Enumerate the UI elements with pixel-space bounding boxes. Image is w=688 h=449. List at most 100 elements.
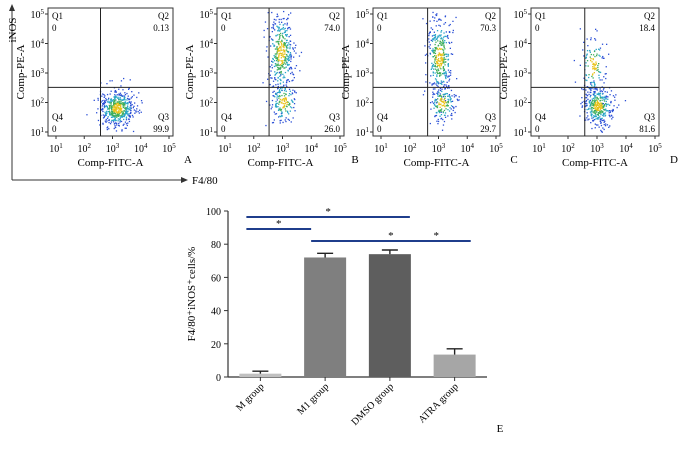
flow-event-dots: [262, 10, 303, 127]
x-tick-label: 104: [134, 142, 148, 155]
inos-arrow-head: [9, 4, 15, 11]
y-tick-label: 105: [31, 8, 45, 21]
q3-label: Q3: [485, 112, 496, 122]
inos-label: iNOS: [7, 17, 19, 42]
y-tick-label: 104: [514, 38, 528, 51]
q3-label: Q3: [644, 112, 655, 122]
q4-value: 0: [52, 124, 57, 134]
q3-label: Q3: [158, 112, 169, 122]
y-tick-label: 101: [356, 126, 370, 139]
flow-x-axis-label: Comp-FITC-A: [78, 157, 144, 169]
panel-letter: B: [351, 154, 358, 166]
q1-value: 0: [52, 23, 57, 33]
significance-star: *: [388, 230, 394, 242]
f480-arrow-head: [181, 177, 188, 183]
q3-label: Q3: [329, 112, 340, 122]
x-tick-label: 103: [432, 142, 446, 155]
q4-value: 0: [535, 124, 540, 134]
significance-star: *: [325, 206, 331, 218]
bar-y-tick-label: 20: [211, 340, 221, 351]
y-tick-label: 103: [31, 67, 45, 80]
q4-label: Q4: [52, 112, 63, 122]
panel-letter: A: [184, 154, 192, 166]
x-tick-label: 104: [305, 142, 319, 155]
q1-label: Q1: [377, 11, 388, 21]
y-tick-label: 101: [514, 126, 528, 139]
q2-value: 70.3: [480, 23, 496, 33]
significance-star: *: [434, 230, 440, 242]
f480-label: F4/80: [192, 175, 218, 187]
bar-y-tick-label: 100: [206, 207, 221, 218]
bar-m1-group: [304, 257, 347, 377]
flow-y-axis-label: Comp-PE-A: [184, 44, 196, 99]
flow-x-axis-label: Comp-FITC-A: [562, 157, 628, 169]
q2-value: 18.4: [639, 23, 655, 33]
bar-y-tick-label: 80: [211, 240, 221, 251]
x-tick-label: 101: [532, 142, 546, 155]
x-tick-label: 101: [49, 142, 63, 155]
x-tick-label: 102: [78, 142, 92, 155]
y-tick-label: 104: [31, 38, 45, 51]
q4-value: 0: [377, 124, 382, 134]
q3-value: 26.0: [324, 124, 340, 134]
x-tick-label: 105: [648, 142, 662, 155]
flow-panel-a: Q1 0 Q2 0.13 Q4 0 Q3 99.9 101 102 103 104 105 101 102 1…: [15, 7, 192, 169]
bar-chart-e: 0 20 40 60 80 100 F4/80⁺iNOS⁺cells/% M group M1 …: [186, 206, 504, 435]
y-tick-label: 103: [356, 67, 370, 80]
x-tick-label: 102: [403, 142, 417, 155]
y-tick-label: 105: [514, 8, 528, 21]
panel-letter: D: [670, 154, 678, 166]
bar-y-axis-label: F4/80⁺iNOS⁺cells/%: [186, 247, 198, 342]
x-tick-label: 101: [374, 142, 388, 155]
y-tick-label: 102: [31, 97, 45, 110]
flow-panel-c: Q1 0 Q2 70.3 Q4 0 Q3 29.7 101 102 103 104 105 101 102 1…: [340, 7, 518, 169]
flow-panel-d: Q1 0 Q2 18.4 Q4 0 Q3 81.6 101 102 103 104 105 101 102 1…: [498, 7, 678, 169]
bar-category-label: M group: [234, 381, 266, 413]
y-tick-label: 101: [200, 126, 214, 139]
bar-y-tick-label: 60: [211, 273, 221, 284]
flow-x-axis-label: Comp-FITC-A: [248, 157, 314, 169]
q1-label: Q1: [535, 11, 546, 21]
q2-label: Q2: [329, 11, 340, 21]
x-tick-label: 103: [590, 142, 604, 155]
panel-letter: E: [497, 423, 504, 435]
y-tick-label: 102: [356, 97, 370, 110]
y-tick-label: 104: [356, 38, 370, 51]
significance-star: *: [276, 218, 282, 230]
y-tick-label: 105: [200, 8, 214, 21]
y-tick-label: 104: [200, 38, 214, 51]
q1-value: 0: [221, 23, 226, 33]
bar-category-label: DMSO group: [350, 381, 396, 427]
y-tick-label: 102: [514, 97, 528, 110]
x-tick-label: 105: [162, 142, 176, 155]
y-tick-label: 105: [356, 8, 370, 21]
bar-category-label: M1 group: [295, 381, 331, 417]
q1-value: 0: [377, 23, 382, 33]
q1-value: 0: [535, 23, 540, 33]
bar-dmso-group: [368, 254, 411, 377]
flow-panel-b: Q1 0 Q2 74.0 Q4 0 Q3 26.0 101 102 103 104 105 101 102 1…: [184, 7, 359, 169]
q2-value: 74.0: [324, 23, 340, 33]
bar-y-tick-label: 40: [211, 307, 221, 318]
y-tick-label: 102: [200, 97, 214, 110]
q2-label: Q2: [158, 11, 169, 21]
x-tick-label: 104: [461, 142, 475, 155]
q3-value: 81.6: [639, 124, 655, 134]
flow-y-axis-label: Comp-PE-A: [15, 44, 27, 99]
x-tick-label: 105: [333, 142, 347, 155]
x-tick-label: 102: [561, 142, 575, 155]
x-tick-label: 101: [218, 142, 232, 155]
x-tick-label: 103: [106, 142, 120, 155]
bar-category-label: ATRA group: [417, 381, 461, 425]
flow-event-dots: [422, 11, 460, 131]
q2-value: 0.13: [153, 23, 169, 33]
x-tick-label: 103: [276, 142, 290, 155]
x-tick-label: 105: [489, 142, 503, 155]
flow-event-dots: [86, 77, 143, 133]
bar-y-tick-label: 0: [216, 373, 221, 384]
q2-label: Q2: [485, 11, 496, 21]
y-tick-label: 103: [514, 67, 528, 80]
q3-value: 99.9: [153, 124, 169, 134]
q3-value: 29.7: [480, 124, 496, 134]
